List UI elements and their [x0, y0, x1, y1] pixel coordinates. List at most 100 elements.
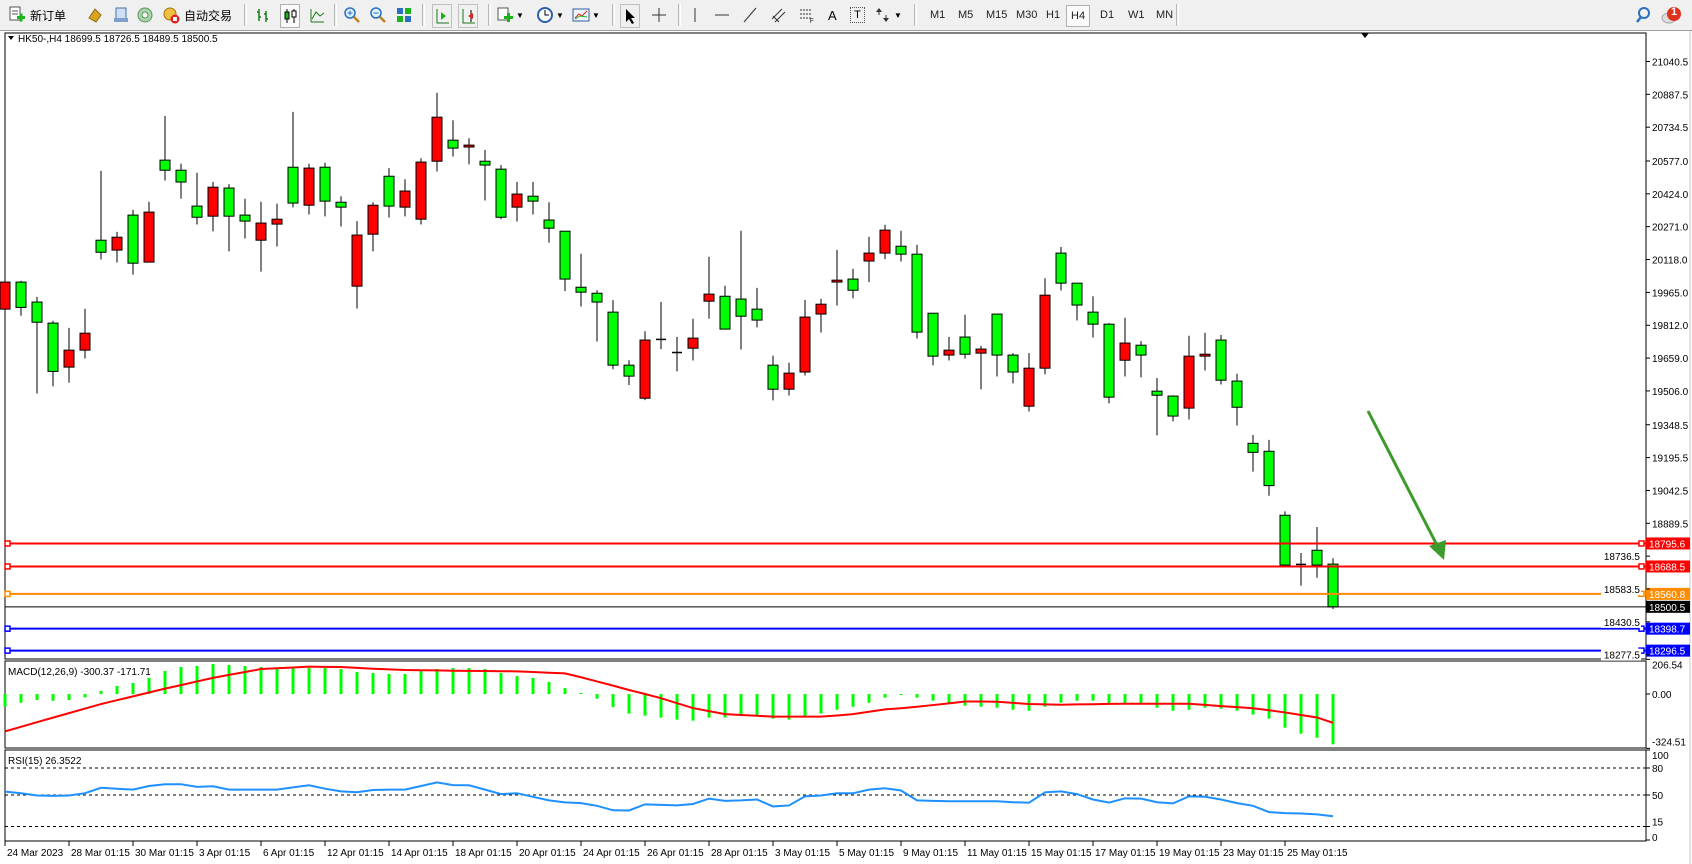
- timeframe-mn[interactable]: MN: [1156, 9, 1174, 21]
- macd-histogram-bar: [1155, 694, 1159, 708]
- candle: [1151, 378, 1163, 436]
- macd-histogram-bar: [275, 668, 279, 694]
- candle-body: [703, 293, 715, 302]
- candlestick-chart-button[interactable]: [280, 4, 300, 28]
- candle-body: [1071, 282, 1083, 306]
- text-tool[interactable]: A: [828, 4, 837, 26]
- macd-histogram-bar: [163, 671, 167, 694]
- dropdown-arrow-icon: ▼: [592, 10, 600, 20]
- main-price-panel[interactable]: [4, 32, 1647, 660]
- candle-body: [1039, 294, 1051, 369]
- navigator-button[interactable]: [136, 4, 154, 26]
- cursor-tool[interactable]: [620, 4, 640, 28]
- macd-histogram-bar: [1139, 694, 1143, 704]
- horizontal-line-tool[interactable]: [713, 4, 731, 26]
- candle-body: [1167, 395, 1179, 417]
- candle: [303, 163, 315, 215]
- text-label-tool[interactable]: T: [850, 4, 865, 26]
- candle: [1119, 317, 1131, 377]
- time-tick-label: 24 Mar 2023: [7, 848, 64, 859]
- candle-body: [0, 281, 11, 310]
- macd-histogram-bar: [243, 666, 247, 694]
- candle: [159, 115, 171, 181]
- crosshair-tool[interactable]: [650, 4, 668, 26]
- macd-histogram-bar: [1043, 694, 1047, 707]
- zoom-in-button[interactable]: [343, 4, 361, 26]
- macd-histogram-bar: [819, 694, 823, 714]
- macd-histogram-bar: [1075, 694, 1079, 701]
- fibonacci-tool[interactable]: F: [798, 4, 816, 26]
- macd-histogram-bar: [1251, 694, 1255, 715]
- candle-body: [991, 313, 1003, 356]
- candle-body: [319, 166, 331, 202]
- candle-body: [959, 336, 971, 355]
- candle: [751, 287, 763, 328]
- vertical-line-tool[interactable]: [686, 4, 704, 26]
- timeframe-m5[interactable]: M5: [958, 9, 974, 21]
- macd-panel[interactable]: [4, 660, 1647, 749]
- periods-dropdown[interactable]: ▼: [536, 4, 564, 26]
- macd-histogram-bar: [707, 694, 711, 718]
- toolbar-separator: [244, 4, 247, 26]
- candle: [111, 231, 123, 263]
- fibonacci-icon: F: [798, 6, 816, 25]
- channel-tool[interactable]: [770, 4, 788, 26]
- line-chart-button[interactable]: [308, 4, 326, 26]
- tile-windows-button[interactable]: [395, 4, 413, 26]
- macd-histogram-bar: [579, 692, 583, 694]
- candle: [672, 336, 682, 372]
- macd-histogram-bar: [227, 665, 231, 694]
- dropdown-arrow-icon: ▼: [516, 10, 524, 20]
- candle: [207, 181, 219, 232]
- candle: [991, 313, 1003, 377]
- timeframe-m1[interactable]: M1: [930, 9, 946, 21]
- candlestick-series: [0, 92, 1339, 610]
- notifications-button[interactable]: 1: [1660, 4, 1681, 26]
- candle-body: [415, 161, 427, 220]
- trendline-tool[interactable]: [741, 4, 759, 26]
- macd-histogram-bar: [179, 667, 183, 694]
- templates-dropdown[interactable]: ▼: [572, 4, 600, 26]
- search-button[interactable]: [1634, 4, 1652, 26]
- price-line-label: 18398.7: [1649, 625, 1686, 636]
- candle: [63, 327, 75, 383]
- market-watch-button[interactable]: [86, 4, 104, 26]
- new-order-button[interactable]: 新订单: [8, 4, 66, 26]
- bar-chart-button[interactable]: [254, 4, 272, 26]
- chart-shift-button[interactable]: [458, 4, 478, 28]
- collapse-triangle-icon[interactable]: [8, 36, 14, 40]
- candle: [943, 336, 955, 361]
- macd-tick-label: 206.54: [1652, 660, 1683, 671]
- timeframe-w1[interactable]: W1: [1128, 9, 1145, 21]
- line-handle-left: [4, 647, 11, 654]
- candle: [639, 331, 651, 401]
- timeframe-h4[interactable]: H4: [1066, 5, 1091, 27]
- auto-trading-button[interactable]: 自动交易: [162, 4, 232, 26]
- macd-histogram-bar: [1299, 694, 1303, 734]
- candle-body: [895, 245, 907, 255]
- timeframe-m30[interactable]: M30: [1016, 9, 1038, 21]
- candle: [559, 230, 571, 292]
- candle: [463, 138, 475, 165]
- candle: [1199, 332, 1211, 371]
- chart-shift-marker-icon[interactable]: [1361, 33, 1369, 38]
- timeframe-h1[interactable]: H1: [1046, 9, 1061, 21]
- time-tick-label: 9 May 01:15: [903, 848, 958, 859]
- candle: [127, 209, 139, 275]
- price-tick-label: 18736.5: [1604, 552, 1641, 563]
- arrows-dropdown[interactable]: ▼: [874, 4, 902, 26]
- autoscroll-button[interactable]: [432, 4, 452, 28]
- indicators-dropdown[interactable]: ▼: [496, 4, 524, 26]
- macd-histogram-bar: [19, 694, 23, 703]
- dropdown-arrow-icon: ▼: [556, 10, 564, 20]
- green-arrow-drawing[interactable]: [1366, 410, 1446, 560]
- horizontal-lines: 18795.6 18688.5 18560.8 18500.5 18398.7 18296…: [4, 537, 1690, 658]
- candle: [1296, 553, 1306, 586]
- data-window-button[interactable]: [112, 4, 130, 26]
- timeframe-d1[interactable]: D1: [1100, 9, 1115, 21]
- zoom-out-button[interactable]: [369, 4, 387, 26]
- timeframe-m15[interactable]: M15: [986, 9, 1008, 21]
- time-tick-label: 3 May 01:15: [775, 848, 830, 859]
- candle: [511, 182, 523, 222]
